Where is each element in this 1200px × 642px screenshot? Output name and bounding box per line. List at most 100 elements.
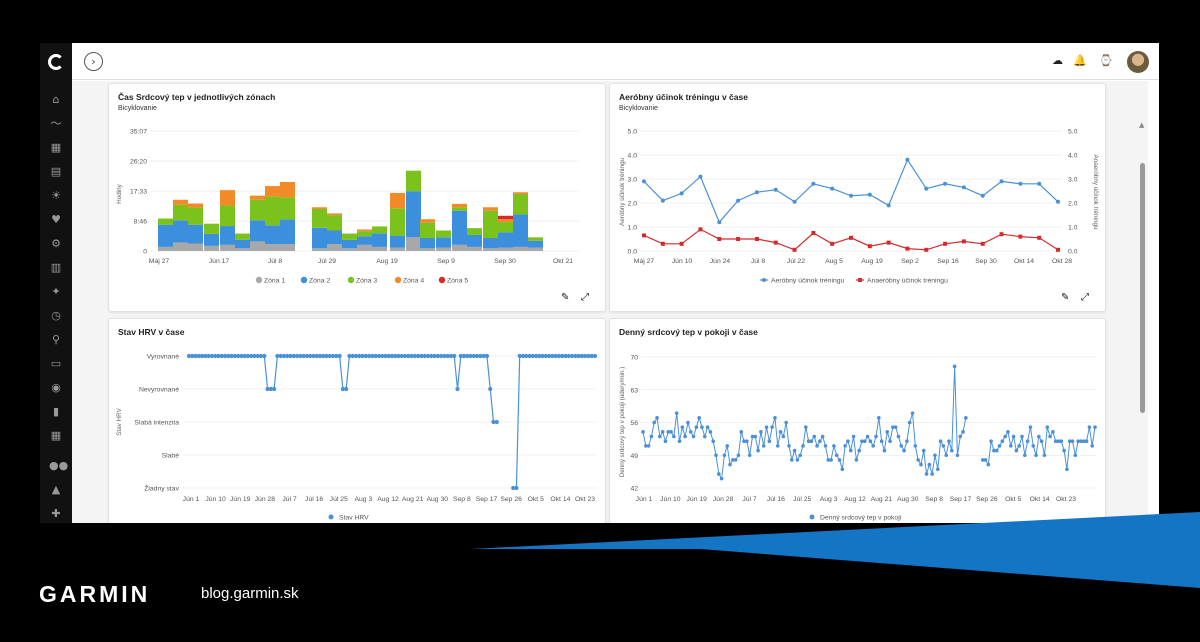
- timer-icon[interactable]: ◷: [51, 309, 61, 322]
- bar-segment-zone-1: [342, 248, 357, 251]
- y-tick-label: 42: [630, 486, 638, 493]
- garmin-connect-logo-icon[interactable]: [48, 54, 64, 70]
- fullscreen-icon[interactable]: ⤢: [581, 292, 589, 303]
- x-tick-label: Júl 8: [268, 258, 283, 265]
- connections-icon[interactable]: ▲: [51, 483, 61, 496]
- y-category-label: Slabá intenzita: [134, 420, 179, 427]
- expand-sidebar-button[interactable]: ›: [84, 52, 103, 71]
- bar-segment-zone-2: [312, 227, 327, 249]
- x-tick-label: Jún 1: [183, 496, 200, 503]
- bar-segment-zone-1: [357, 244, 372, 251]
- bar-segment-zone-2: [357, 236, 372, 245]
- gear-icon[interactable]: ⚙: [51, 237, 61, 250]
- legend-swatch: [438, 276, 446, 284]
- bar-segment-zone-3: [158, 218, 173, 225]
- y-tick-label-right: 0.0: [1068, 249, 1078, 256]
- bar-segment-zone-2: [342, 239, 357, 249]
- bar-segment-zone-1: [204, 245, 219, 251]
- upload-icon[interactable]: ☁: [1052, 54, 1063, 67]
- legend-label: Anaeróbny účinok tréningu: [867, 278, 948, 285]
- bar-segment-zone-3: [528, 237, 543, 241]
- home-icon[interactable]: ⌂: [52, 93, 60, 106]
- stats-icon[interactable]: ▥: [50, 261, 62, 274]
- bar-segment-zone-2: [406, 191, 421, 238]
- card-subtitle: Bicyklovanie: [118, 105, 157, 112]
- scroll-up-arrow-icon[interactable]: ▲: [1139, 121, 1145, 129]
- bar-segment-zone-2: [513, 214, 528, 247]
- x-tick-label: Jún 24: [710, 258, 731, 265]
- card-title: Denný srdcový tep v pokoji v čase: [619, 327, 758, 337]
- bar-segment-zone-3: [265, 196, 280, 226]
- person-icon[interactable]: ✦: [51, 285, 61, 298]
- bike-icon[interactable]: ⚲: [51, 333, 61, 346]
- avatar[interactable]: [1127, 51, 1149, 73]
- bar-segment-zone-1: [265, 244, 280, 251]
- data-point-aerobic: [773, 187, 778, 192]
- bar-segment-zone-4: [483, 207, 498, 211]
- bar-segment-zone-1: [467, 246, 482, 251]
- reports-content: Čas Srdcový tep v jednotlivých zónach Bi…: [72, 81, 1148, 523]
- y-tick-label-left: 1.0: [628, 225, 638, 232]
- legend-swatch: [300, 276, 308, 284]
- activity-icon[interactable]: 〜: [50, 117, 62, 130]
- data-point-anaerobic: [811, 231, 816, 235]
- location-icon[interactable]: ◉: [51, 381, 61, 394]
- device-watch-icon[interactable]: ⌚: [1099, 54, 1113, 67]
- x-tick-label: Júl 22: [787, 258, 805, 265]
- x-tick-label: Júl 16: [305, 496, 323, 503]
- y-tick-label: 70: [630, 355, 638, 362]
- y-tick-label: 63: [630, 387, 638, 394]
- legend-swatch: [762, 278, 766, 282]
- edit-pencil-icon[interactable]: ✎: [1061, 292, 1070, 303]
- sidebar: ⌂ 〜 ▦ ▤ ☀ ♥ ⚙ ▥ ✦ ◷ ⚲ ▭ ◉ ▮ ▦ ●● ▲ ✚: [40, 43, 72, 523]
- notifications-bell-icon[interactable]: 🔔: [1073, 54, 1087, 67]
- garmin-logo: GARMIN: [39, 581, 151, 607]
- bar-segment-zone-1: [436, 247, 451, 251]
- bar-segment-zone-1: [452, 244, 467, 251]
- shoe-icon[interactable]: ▭: [50, 357, 62, 370]
- heart-icon[interactable]: ♥: [51, 213, 61, 226]
- page-scrollbar[interactable]: ▲ ▼: [1139, 121, 1146, 523]
- x-tick-label: Aug 30: [897, 496, 919, 503]
- legend-label: Zóna 4: [403, 278, 424, 285]
- bar-segment-zone-3: [452, 207, 467, 211]
- legend-swatch: [328, 514, 334, 520]
- x-tick-label: Sep 17: [950, 496, 972, 503]
- settings-icon[interactable]: ✚: [51, 507, 61, 520]
- bar-segment-zone-1: [513, 246, 528, 251]
- bar-segment-zone-4: [265, 186, 280, 197]
- x-tick-label: Okt 14: [550, 496, 570, 503]
- report-icon[interactable]: ▤: [50, 165, 62, 178]
- data-point-aerobic: [754, 190, 759, 195]
- data-point-anaerobic: [698, 227, 703, 232]
- y-category-label: Slabé: [162, 453, 180, 460]
- legend-swatch: [858, 278, 862, 282]
- scrollbar-thumb[interactable]: [1140, 163, 1145, 413]
- calendar-icon[interactable]: ▦: [50, 141, 62, 154]
- bar-segment-zone-4: [327, 213, 342, 216]
- y-tick-label: 17:33: [130, 189, 147, 196]
- edit-pencil-icon[interactable]: ✎: [561, 292, 570, 303]
- x-tick-label: Sep 9: [437, 258, 455, 265]
- x-tick-label: Aug 3: [354, 496, 372, 503]
- running-icon[interactable]: ☀: [51, 189, 61, 202]
- resting-hr-chart: 70 63 56 49 42 Denný srdcový tep v pokoji (úd…: [619, 355, 1097, 522]
- bar-segment-zone-1: [498, 247, 513, 251]
- x-tick-label: Jún 19: [687, 496, 708, 503]
- x-tick-label: Jún 10: [672, 258, 693, 265]
- bar-segment-zone-1: [220, 244, 235, 251]
- bar-segment-zone-3: [357, 231, 372, 237]
- bar-segment-zone-3: [327, 215, 342, 231]
- bar-segment-zone-3: [250, 199, 265, 221]
- bar-segment-zone-3: [280, 197, 295, 220]
- chart-icon[interactable]: ▮: [52, 405, 60, 418]
- bar-segment-zone-1: [173, 242, 188, 251]
- dashboard-icon[interactable]: ▦: [50, 429, 62, 442]
- x-tick-label: Okt 21: [553, 258, 573, 265]
- y-tick-label-left: 3.0: [628, 177, 638, 184]
- data-point-anaerobic: [1056, 247, 1060, 252]
- fullscreen-icon[interactable]: ⤢: [1081, 292, 1089, 303]
- legend-swatch: [809, 514, 815, 520]
- data-point-aerobic: [980, 193, 985, 198]
- series-line-hrv: [189, 355, 497, 423]
